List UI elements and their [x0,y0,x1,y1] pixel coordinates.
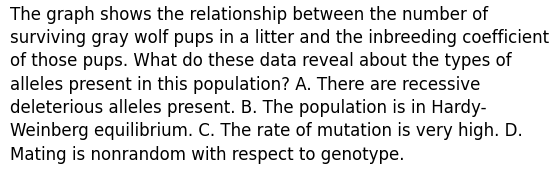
Text: The graph shows the relationship between the number of
surviving gray wolf pups : The graph shows the relationship between… [10,6,549,164]
